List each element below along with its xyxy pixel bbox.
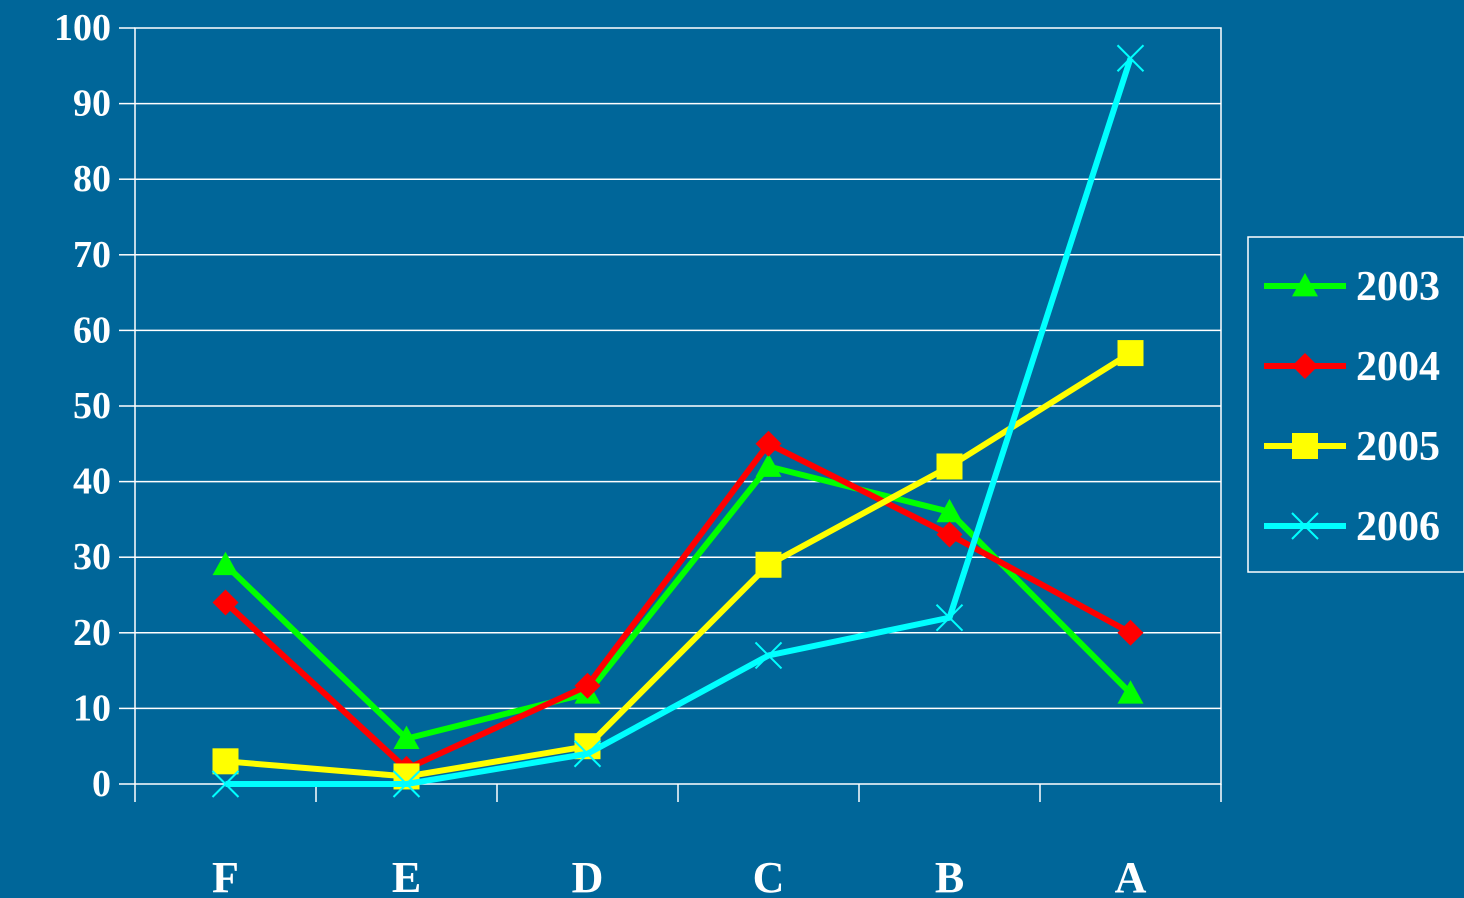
data-point-2003-B bbox=[936, 498, 963, 523]
data-point-2005-A bbox=[1117, 340, 1144, 367]
y-tick-label: 50 bbox=[73, 385, 111, 427]
legend-label: 2004 bbox=[1356, 344, 1440, 390]
y-tick-label: 60 bbox=[73, 309, 111, 351]
legend: 2003 2004 2005 2006 bbox=[1247, 236, 1464, 573]
y-tick-label: 10 bbox=[73, 687, 111, 729]
y-axis-tick-labels: 0 10 20 30 40 50 60 70 80 90 100 bbox=[54, 7, 111, 805]
x-tick-label: C bbox=[753, 853, 785, 898]
data-point-2006-F bbox=[211, 770, 240, 798]
series-line-2004 bbox=[223, 440, 1132, 772]
legend-swatch-marker bbox=[1292, 353, 1318, 379]
series-line-2006 bbox=[225, 57, 1134, 787]
data-point-2006-D bbox=[573, 740, 602, 768]
marker-x-stroke bbox=[935, 603, 964, 632]
data-point-2003-E bbox=[393, 725, 420, 750]
data-point-2004-A bbox=[1117, 619, 1144, 646]
data-point-2005-F bbox=[212, 748, 239, 775]
data-point-2006-A bbox=[1116, 44, 1145, 72]
x-tick-label: F bbox=[212, 853, 239, 898]
series-line-2003 bbox=[223, 463, 1133, 742]
data-point-2006-B bbox=[935, 603, 964, 632]
legend-swatch-marker bbox=[1292, 433, 1318, 459]
y-tick-label: 80 bbox=[73, 158, 111, 200]
gridlines bbox=[135, 102, 1221, 710]
legend-item-2006: 2006 bbox=[1264, 504, 1440, 550]
legend-label: 2003 bbox=[1356, 264, 1440, 310]
data-point-2006-C bbox=[754, 641, 783, 670]
legend-swatch-marker bbox=[1291, 512, 1319, 540]
series-line-2005 bbox=[225, 350, 1133, 780]
data-point-2004-B bbox=[936, 521, 963, 548]
marker-x-stroke bbox=[392, 770, 421, 798]
data-point-2006-E bbox=[392, 770, 421, 798]
x-tick-label: D bbox=[572, 853, 604, 898]
data-point-2003-F bbox=[212, 551, 239, 576]
legend-item-2003: 2003 bbox=[1264, 264, 1440, 310]
marker-x-stroke bbox=[1116, 44, 1145, 72]
legend-item-2005: 2005 bbox=[1264, 424, 1440, 470]
series-2003 bbox=[212, 453, 1144, 750]
data-point-2005-B bbox=[936, 453, 963, 480]
legend-swatch-marker bbox=[1292, 273, 1318, 297]
series-2004 bbox=[212, 430, 1144, 782]
y-tick-label: 40 bbox=[73, 461, 111, 503]
x-tick-label: A bbox=[1115, 853, 1147, 898]
marker-x-stroke bbox=[573, 740, 602, 768]
data-point-2004-F bbox=[212, 589, 239, 616]
y-tick-label: 100 bbox=[54, 7, 111, 49]
data-point-2005-C bbox=[755, 551, 782, 578]
data-point-2004-D bbox=[574, 672, 601, 699]
marker-x-stroke bbox=[211, 770, 240, 798]
y-tick-label: 20 bbox=[73, 612, 111, 654]
axes bbox=[119, 27, 1222, 802]
legend-item-2004: 2004 bbox=[1264, 344, 1440, 390]
data-point-2004-C bbox=[755, 430, 782, 457]
y-tick-label: 0 bbox=[92, 763, 111, 805]
x-tick-label: B bbox=[935, 853, 964, 898]
legend-label: 2006 bbox=[1356, 504, 1440, 550]
marker-x-stroke bbox=[754, 641, 783, 670]
marker-x-stroke bbox=[1291, 512, 1319, 540]
legend-box bbox=[1247, 236, 1464, 573]
legend-label: 2005 bbox=[1356, 424, 1440, 470]
series-lines bbox=[211, 44, 1145, 798]
x-tick-label: E bbox=[392, 853, 421, 898]
y-tick-label: 90 bbox=[73, 83, 111, 125]
series-2006 bbox=[211, 44, 1145, 798]
data-point-2003-A bbox=[1117, 680, 1144, 704]
y-tick-label: 70 bbox=[73, 234, 111, 276]
y-tick-label: 30 bbox=[73, 536, 111, 578]
data-point-2003-C bbox=[755, 453, 782, 477]
